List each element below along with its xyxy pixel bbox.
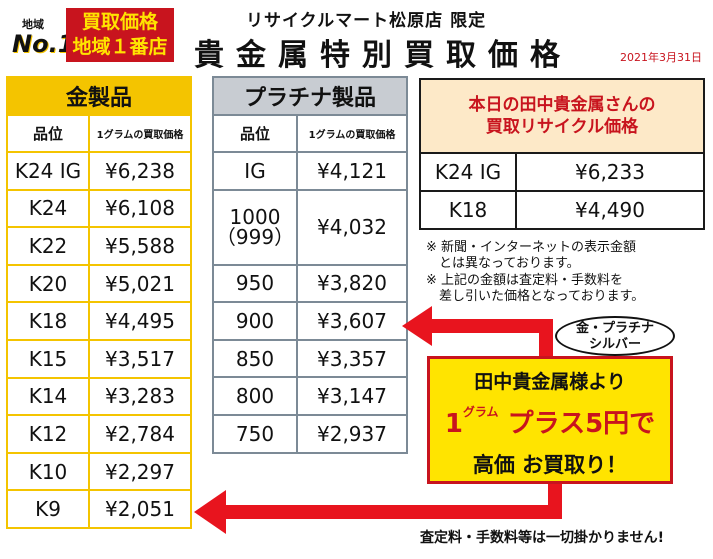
badge-right: 買取価格 地域１番店	[66, 8, 174, 62]
gold-row: K18 ¥4,495	[6, 301, 192, 341]
gold-row: K10 ¥2,297	[6, 451, 192, 492]
platinum-row: 750 ¥2,937	[212, 413, 408, 454]
store-name: リサイクルマート松原店 限定	[246, 11, 487, 31]
note-line: とは異なっております。	[426, 256, 580, 271]
platinum-row: 1000 （999） ¥4,032	[212, 188, 408, 266]
tanaka-row: K18 ¥4,490	[419, 190, 705, 230]
platinum-grade-line1: 1000	[229, 205, 281, 230]
platinum-price: ¥3,820	[296, 263, 408, 304]
gold-price: ¥4,495	[88, 301, 192, 341]
page-title: 貴金属特別買取価格	[194, 38, 572, 73]
platinum-table-header: プラチナ製品	[212, 76, 408, 116]
gold-row: K15 ¥3,517	[6, 338, 192, 379]
platinum-price-table: プラチナ製品 品位 1グラムの買取価格 IG ¥4,121 1000 （999） …	[212, 76, 408, 454]
gold-price: ¥6,108	[88, 188, 192, 229]
gold-price: ¥2,051	[88, 489, 192, 529]
gold-grade: K20	[6, 263, 90, 304]
badge-region-text: 地域	[22, 18, 44, 31]
promo-line2: 1グラム プラス5円で	[430, 403, 670, 440]
platinum-grade: 750	[212, 413, 298, 454]
platinum-grade: IG	[212, 151, 298, 191]
gold-grade: K24	[6, 188, 90, 229]
region-no1-badge: 地域 No.1 買取価格 地域１番店	[6, 6, 174, 64]
platinum-price: ¥4,121	[296, 151, 408, 191]
gold-grade: K15	[6, 338, 90, 379]
platinum-price: ¥3,147	[296, 376, 408, 416]
platinum-row: 800 ¥3,147	[212, 376, 408, 416]
platinum-row: 900 ¥3,607	[212, 301, 408, 341]
platinum-price: ¥3,607	[296, 301, 408, 341]
badge-no1-text: No.1	[12, 30, 75, 58]
note-line: ※ 新聞・インターネットの表示金額	[426, 240, 637, 255]
tanaka-grade: K18	[419, 190, 517, 230]
note-line: 差し引いた価格となっております。	[426, 289, 645, 304]
promo-line1: 田中貴金属様より	[474, 371, 626, 393]
gold-price: ¥2,784	[88, 414, 192, 454]
gold-row: K22 ¥5,588	[6, 226, 192, 266]
gold-grade: K24 IG	[6, 151, 90, 191]
gold-row: K9 ¥2,051	[6, 489, 192, 529]
platinum-price: ¥4,032	[296, 188, 408, 266]
platinum-grade: 900	[212, 301, 298, 341]
promo-box: 田中貴金属様より 1グラム プラス5円で 高価 お買取り！	[427, 356, 673, 484]
promo-plus-text: プラス5円で	[507, 409, 656, 439]
platinum-row: 950 ¥3,820	[212, 263, 408, 304]
gold-row: K24 IG ¥6,238	[6, 151, 192, 191]
promo-gram-unit: グラム	[462, 405, 499, 419]
platinum-row: 850 ¥3,357	[212, 338, 408, 379]
gold-row: K20 ¥5,021	[6, 263, 192, 304]
gold-price: ¥3,517	[88, 338, 192, 379]
platinum-grade-line2: （999）	[215, 225, 295, 250]
platinum-grade: 800	[212, 376, 298, 416]
platinum-col-price: 1グラムの買取価格	[296, 114, 408, 153]
arrow-to-gold-k9	[194, 470, 562, 534]
gold-grade: K22	[6, 226, 90, 266]
gold-price: ¥5,588	[88, 226, 192, 266]
platinum-price: ¥2,937	[296, 413, 408, 454]
badge-line2: 地域１番店	[72, 36, 168, 58]
gold-grade: K14	[6, 376, 90, 417]
gold-table-header: 金製品	[6, 76, 192, 116]
gold-row: K14 ¥3,283	[6, 376, 192, 417]
gold-grade: K12	[6, 414, 90, 454]
tanaka-grade: K24 IG	[419, 152, 517, 192]
gold-price: ¥2,297	[88, 451, 192, 492]
badge-line1: 買取価格	[81, 11, 158, 33]
tanaka-header-line1: 本日の田中貴金属さんの	[468, 95, 656, 115]
gold-price: ¥3,283	[88, 376, 192, 417]
tanaka-header-line2: 買取リサイクル価格	[485, 117, 639, 137]
platinum-col-grade: 品位	[212, 114, 298, 153]
date-label: 2021年3月31日	[620, 51, 702, 64]
tanaka-price: ¥6,233	[515, 152, 705, 192]
bubble-line1: 金・プラチナ	[575, 321, 654, 336]
tanaka-price: ¥4,490	[515, 190, 705, 230]
metals-speech-bubble: 金・プラチナ シルバー	[555, 316, 675, 356]
gold-row: K12 ¥2,784	[6, 414, 192, 454]
gold-grade: K9	[6, 489, 90, 529]
platinum-price: ¥3,357	[296, 338, 408, 379]
promo-gram-number: 1	[444, 409, 463, 439]
gold-price: ¥6,238	[88, 151, 192, 191]
gold-col-price: 1グラムの買取価格	[88, 114, 192, 153]
platinum-row: IG ¥4,121	[212, 151, 408, 191]
gold-price-table: 金製品 品位 1グラムの買取価格 K24 IG ¥6,238 K24 ¥6,108 …	[6, 76, 192, 529]
gold-price: ¥5,021	[88, 263, 192, 304]
platinum-grade: 950	[212, 263, 298, 304]
gold-grade: K10	[6, 451, 90, 492]
platinum-grade: 850	[212, 338, 298, 379]
tanaka-header: 本日の田中貴金属さんの 買取リサイクル価格	[419, 78, 705, 154]
gold-row: K24 ¥6,108	[6, 188, 192, 229]
gold-grade: K18	[6, 301, 90, 341]
gold-col-grade: 品位	[6, 114, 90, 153]
note-line: ※ 上記の金額は査定料・手数料を	[426, 273, 624, 288]
badge-left: 地域 No.1	[6, 6, 74, 64]
platinum-grade: 1000 （999）	[212, 188, 298, 266]
footer-note: 査定料・手数料等は一切掛かりません!	[420, 530, 664, 546]
tanaka-price-box: 本日の田中貴金属さんの 買取リサイクル価格 K24 IG ¥6,233 K18 ¥4…	[419, 78, 705, 230]
tanaka-row: K24 IG ¥6,233	[419, 152, 705, 192]
promo-line3: 高価 お買取り！	[472, 453, 628, 477]
bubble-line2: シルバー	[588, 337, 641, 352]
